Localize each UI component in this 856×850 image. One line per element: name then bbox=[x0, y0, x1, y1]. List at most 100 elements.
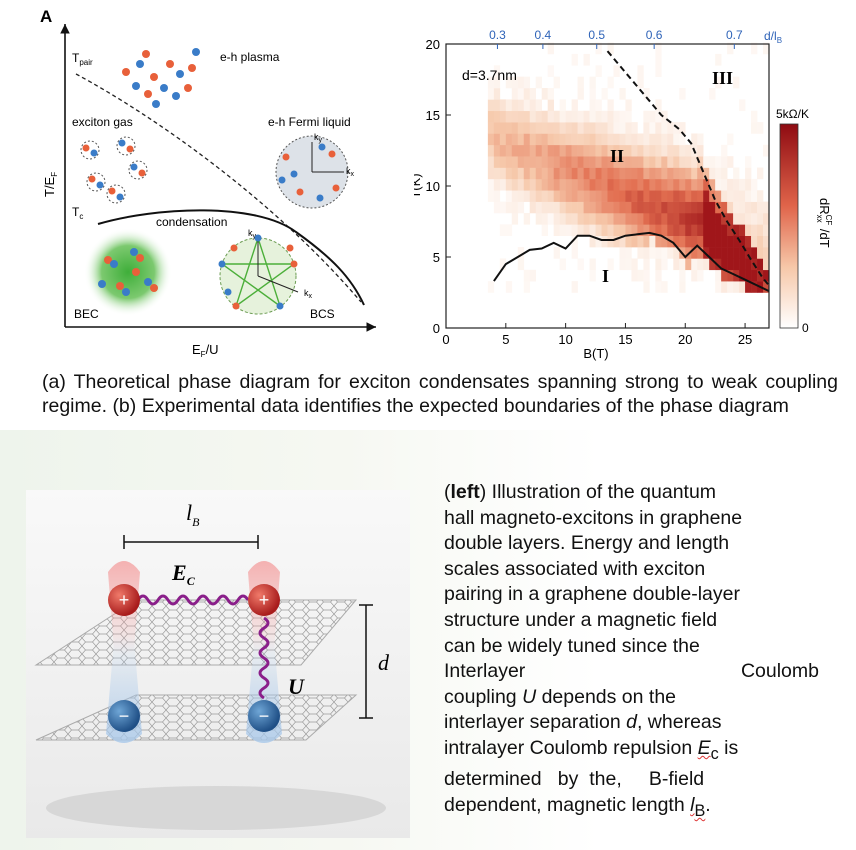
heatmap-cell bbox=[487, 88, 495, 100]
heatmap-cell bbox=[745, 156, 752, 168]
heatmap-cell bbox=[739, 235, 746, 248]
heatmap-cell bbox=[487, 76, 495, 89]
heatmap-cell bbox=[649, 110, 656, 123]
heatmap-cell bbox=[661, 122, 668, 134]
heatmap-cell bbox=[595, 156, 602, 168]
caption-line-12: determined by the, B-field bbox=[444, 768, 705, 791]
heatmap-cell bbox=[547, 88, 554, 100]
colorbar-max-label: 5kΩ/K bbox=[776, 107, 809, 121]
heatmap-cell bbox=[493, 122, 501, 134]
heatmap-cell bbox=[643, 281, 650, 293]
heatmap-cell bbox=[625, 110, 632, 123]
heatmap-cell bbox=[517, 133, 525, 146]
x-tick-label: 20 bbox=[678, 332, 692, 347]
heatmap-cell bbox=[553, 224, 560, 236]
heatmap-cell bbox=[721, 235, 728, 248]
heatmap-cell bbox=[583, 122, 590, 134]
heatmap-cell bbox=[685, 235, 692, 248]
heatmap-cell bbox=[601, 144, 608, 157]
heatmap-cell bbox=[667, 156, 674, 168]
heatmap-cell bbox=[643, 88, 650, 100]
heatmap-cell bbox=[565, 212, 572, 225]
heatmap-cell bbox=[709, 178, 716, 191]
heatmap-cell bbox=[643, 212, 650, 225]
heatmap-cell bbox=[691, 224, 698, 236]
heatmap-cell bbox=[487, 133, 495, 146]
heatmap-cell bbox=[619, 201, 626, 214]
heatmap-cell bbox=[541, 156, 548, 168]
top-tick-label: 0.5 bbox=[588, 28, 605, 42]
boundary-dashed-line bbox=[606, 50, 770, 287]
heatmap-cell bbox=[619, 88, 626, 100]
heatmap-cell bbox=[583, 110, 590, 123]
caption-line-8: Interlayer Coulomb bbox=[444, 660, 819, 683]
heatmap-cell bbox=[571, 144, 578, 157]
heatmap-cell bbox=[637, 224, 644, 236]
heatmap-cell bbox=[745, 269, 752, 282]
heatmap-cell bbox=[619, 110, 626, 123]
heatmap-cell bbox=[517, 88, 525, 100]
heatmap-cell bbox=[715, 235, 722, 248]
heatmap-cell bbox=[709, 212, 716, 225]
heatmap-cell bbox=[577, 201, 584, 214]
heatmap-cell bbox=[625, 167, 632, 180]
caption-line-13: dependent, magnetic length lB. bbox=[444, 794, 711, 820]
heatmap-cell bbox=[715, 258, 722, 271]
heatmap-cell bbox=[739, 99, 746, 112]
heatmap-cell bbox=[541, 167, 548, 180]
heatmap-cell bbox=[487, 99, 495, 112]
heatmap-cell bbox=[547, 167, 554, 180]
heatmap-cell bbox=[541, 144, 548, 157]
heatmap-cell bbox=[637, 235, 644, 248]
heatmap-cell bbox=[571, 224, 578, 236]
heatmap-cell bbox=[499, 258, 507, 271]
heatmap-cell bbox=[649, 247, 656, 259]
heatmap-cell bbox=[679, 122, 686, 134]
heatmap-cell bbox=[529, 167, 537, 180]
heatmap-cell bbox=[607, 178, 614, 191]
heatmap-cell bbox=[613, 144, 620, 157]
heatmap-cell bbox=[529, 122, 537, 134]
heatmap-cell bbox=[553, 76, 560, 89]
heatmap-cell bbox=[589, 167, 596, 180]
heatmap-cell bbox=[745, 247, 752, 259]
heatmap-cell bbox=[511, 133, 519, 146]
heatmap-cell bbox=[721, 167, 728, 180]
heatmap-cell bbox=[565, 178, 572, 191]
heatmap-cell bbox=[589, 76, 596, 89]
graphene-bilayer-illustration: lB EC d U + − + − bbox=[26, 490, 410, 838]
heatmap-cell bbox=[745, 281, 752, 293]
heatmap-cell bbox=[505, 201, 513, 214]
heatmap-cell bbox=[655, 53, 662, 66]
heatmap-cell bbox=[511, 178, 519, 191]
heatmap-cell bbox=[715, 156, 722, 168]
heatmap-cell bbox=[679, 281, 686, 293]
heatmap-cell bbox=[487, 178, 495, 191]
caption-line-1: (left) Illustration of the quantum bbox=[444, 481, 717, 503]
side-caption: (left) Illustration of the quantum hall … bbox=[444, 480, 819, 825]
heatmap-cell bbox=[565, 110, 572, 123]
heatmap-cell bbox=[619, 224, 626, 236]
heatmap-cell bbox=[703, 156, 710, 168]
x-axis-label: EF/U bbox=[192, 342, 219, 359]
heatmap-cell bbox=[679, 212, 686, 225]
heatmap-cell bbox=[535, 110, 543, 123]
heatmap-cell bbox=[499, 224, 507, 236]
heatmap-cell bbox=[709, 190, 716, 202]
heatmap-cell bbox=[487, 144, 495, 157]
heatmap-cell bbox=[619, 247, 626, 259]
heatmap-cell bbox=[757, 258, 764, 271]
heatmap-cell bbox=[511, 76, 519, 89]
heatmap-cell bbox=[559, 190, 566, 202]
heatmap-cell bbox=[595, 224, 602, 236]
heatmap-cell bbox=[625, 247, 632, 259]
heatmap-cell bbox=[715, 167, 722, 180]
heatmap-cell bbox=[613, 65, 620, 77]
heatmap-cell bbox=[499, 122, 507, 134]
heatmap-cell bbox=[529, 178, 537, 191]
y-axis-label: T(K) bbox=[414, 173, 423, 198]
heatmap-cell bbox=[625, 99, 632, 112]
heatmap-cell bbox=[733, 281, 740, 293]
heatmap-cell bbox=[553, 133, 560, 146]
heatmap-cell bbox=[721, 178, 728, 191]
